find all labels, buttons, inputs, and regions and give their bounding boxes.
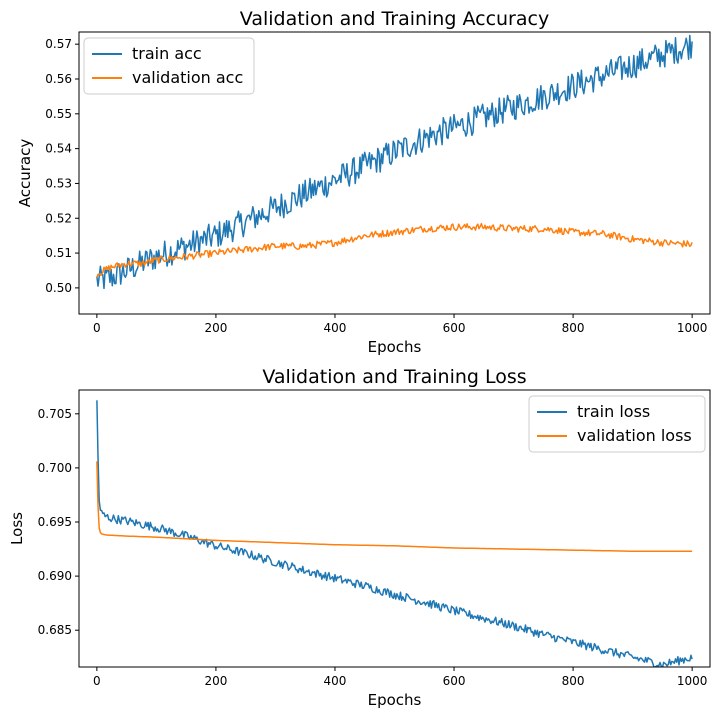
y-tick-label: 0.700	[38, 461, 72, 475]
series-line-train-loss	[96, 400, 693, 667]
x-tick-label: 600	[443, 674, 466, 688]
y-tick-label: 0.51	[45, 246, 72, 260]
y-tick-label: 0.705	[38, 407, 72, 421]
legend-box	[83, 37, 255, 95]
y-tick-label: 0.57	[45, 37, 72, 51]
x-tick-label: 1000	[677, 674, 708, 688]
y-tick-label: 0.695	[38, 515, 72, 529]
y-axis-label: Loss	[8, 512, 26, 545]
x-axis-label: Epochs	[368, 338, 422, 356]
x-tick-label: 0	[93, 321, 101, 335]
chart-loss: Validation and Training Loss 0 200 400 600 80…	[8, 366, 711, 709]
x-axis-label: Epochs	[368, 691, 422, 709]
y-tick-label: 0.53	[45, 176, 72, 190]
x-tick-label: 400	[324, 674, 347, 688]
y-tick-label: 0.56	[45, 72, 72, 86]
x-tick-label: 400	[324, 321, 347, 335]
y-axis-label: Accuracy	[16, 139, 34, 208]
y-tick-label: 0.54	[45, 142, 72, 156]
y-tick-label: 0.52	[45, 211, 72, 225]
x-tick-label: 0	[93, 674, 101, 688]
chart-title: Validation and Training Accuracy	[240, 8, 549, 30]
x-tick-label: 1000	[677, 321, 708, 335]
legend-label: validation loss	[577, 426, 692, 445]
legend-label: validation acc	[132, 68, 243, 87]
plot-frame	[78, 389, 711, 668]
x-tick-label: 600	[443, 321, 466, 335]
series-line-validation-acc	[96, 222, 693, 278]
y-tick-label: 0.685	[38, 623, 72, 637]
y-tick-label: 0.55	[45, 107, 72, 121]
legend: train acc validation acc	[83, 37, 255, 95]
x-tick-label: 800	[562, 674, 585, 688]
series-line-train-acc	[96, 34, 693, 290]
legend-label: train acc	[132, 44, 202, 63]
chart-title: Validation and Training Loss	[262, 366, 526, 388]
legend-box	[528, 395, 706, 453]
chart-accuracy: Validation and Training Accuracy 0 200 400 6…	[16, 8, 711, 356]
plot-frame	[78, 31, 711, 315]
x-tick-label: 200	[204, 321, 227, 335]
x-tick-label: 200	[204, 674, 227, 688]
y-tick-label: 0.690	[38, 569, 72, 583]
legend-label: train loss	[577, 402, 650, 421]
series-line-validation-loss	[96, 461, 693, 552]
y-tick-label: 0.50	[45, 281, 72, 295]
x-tick-label: 800	[562, 321, 585, 335]
legend: train loss validation loss	[528, 395, 706, 453]
